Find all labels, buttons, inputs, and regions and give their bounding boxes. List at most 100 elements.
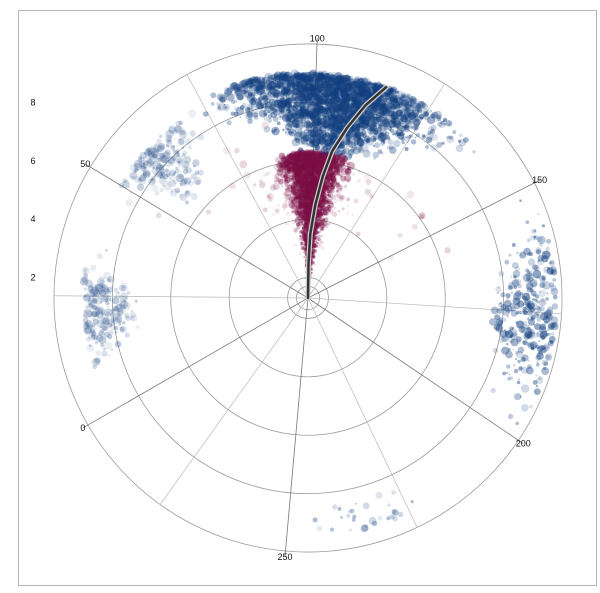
inner-point bbox=[333, 206, 337, 210]
inner-point bbox=[301, 194, 306, 199]
inner-point bbox=[300, 161, 306, 167]
inner-point bbox=[299, 183, 303, 187]
inner-point bbox=[306, 202, 312, 208]
inner-point bbox=[304, 161, 313, 170]
inner-point bbox=[307, 216, 311, 220]
inner-point bbox=[292, 163, 300, 171]
inner-point bbox=[317, 175, 320, 177]
inner-point bbox=[317, 237, 321, 241]
inner-point bbox=[351, 172, 356, 176]
inner-point bbox=[314, 178, 320, 184]
inner-point bbox=[300, 172, 308, 180]
inner-point bbox=[303, 256, 306, 259]
inner-point bbox=[287, 204, 290, 207]
inner-point bbox=[312, 255, 315, 258]
inner-point bbox=[290, 156, 299, 165]
outer-point bbox=[458, 133, 463, 138]
inner-point bbox=[306, 190, 310, 195]
inner-point bbox=[319, 155, 324, 160]
outer-point bbox=[288, 117, 292, 121]
outer-point bbox=[233, 99, 238, 104]
inner-point bbox=[312, 192, 315, 195]
inner-point bbox=[299, 186, 305, 192]
inner-point bbox=[294, 154, 302, 163]
inner-point bbox=[321, 189, 324, 191]
inner-point bbox=[303, 198, 308, 202]
inner-point bbox=[307, 178, 310, 181]
inner-point bbox=[331, 185, 333, 187]
inner-point bbox=[315, 150, 321, 156]
inner-point bbox=[320, 202, 323, 205]
inner-point bbox=[312, 246, 314, 249]
inner-point bbox=[281, 154, 285, 158]
inner-point bbox=[336, 182, 340, 186]
inner-point bbox=[287, 160, 290, 164]
inner-point bbox=[283, 173, 289, 179]
inner-point bbox=[314, 155, 316, 158]
inner-point bbox=[300, 177, 305, 182]
inner-point bbox=[302, 238, 305, 241]
inner-point bbox=[315, 170, 319, 173]
inner-point bbox=[287, 168, 292, 174]
inner-point bbox=[294, 174, 301, 181]
inner-point bbox=[313, 158, 319, 165]
inner-point bbox=[309, 189, 313, 193]
inner-point bbox=[330, 175, 337, 182]
inner-point bbox=[301, 167, 308, 174]
inner-point bbox=[336, 173, 338, 175]
inner-point bbox=[321, 197, 325, 202]
inner-point bbox=[311, 251, 315, 256]
inner-point bbox=[325, 217, 329, 220]
inner-point bbox=[302, 171, 308, 177]
inner-point bbox=[289, 162, 297, 170]
inner-point bbox=[297, 174, 299, 176]
inner-point bbox=[317, 170, 321, 174]
inner-point bbox=[299, 202, 306, 209]
inner-point bbox=[303, 250, 306, 252]
inner-point bbox=[299, 207, 302, 210]
inner-point bbox=[323, 151, 328, 156]
inner-point bbox=[290, 193, 295, 198]
inner-point bbox=[340, 175, 347, 182]
inner-point bbox=[303, 234, 308, 238]
inner-point bbox=[334, 167, 343, 176]
inner-point bbox=[314, 164, 321, 171]
grid-ring bbox=[170, 160, 446, 436]
inner-point bbox=[313, 182, 316, 185]
inner-point bbox=[295, 207, 300, 212]
inner-point bbox=[298, 205, 301, 207]
inner-point bbox=[293, 163, 299, 168]
inner-point bbox=[319, 217, 325, 223]
inner-point bbox=[275, 156, 282, 163]
inner-point bbox=[305, 229, 309, 232]
inner-point bbox=[303, 206, 310, 213]
inner-point bbox=[307, 193, 312, 199]
inner-point bbox=[318, 219, 323, 224]
inner-point bbox=[314, 182, 318, 186]
inner-point bbox=[307, 188, 313, 193]
inner-point bbox=[243, 171, 251, 179]
inner-point bbox=[305, 191, 312, 197]
inner-point bbox=[301, 208, 305, 212]
inner-point bbox=[335, 193, 341, 199]
inner-point bbox=[292, 188, 300, 196]
inner-point bbox=[308, 174, 313, 179]
outer-point bbox=[203, 111, 209, 117]
inner-point bbox=[317, 213, 320, 216]
inner-point bbox=[305, 210, 310, 215]
inner-point bbox=[302, 217, 309, 224]
outer-point bbox=[400, 92, 406, 98]
inner-point bbox=[320, 158, 323, 161]
inner-point bbox=[310, 150, 317, 157]
inner-point bbox=[305, 219, 310, 224]
inner-point bbox=[306, 207, 309, 210]
inner-point bbox=[322, 199, 326, 203]
outer-point bbox=[427, 126, 435, 134]
inner-point bbox=[298, 191, 302, 195]
inner-point bbox=[307, 185, 311, 189]
inner-point bbox=[310, 164, 315, 169]
inner-point bbox=[337, 190, 339, 193]
inner-point bbox=[304, 208, 308, 212]
inner-point bbox=[287, 166, 292, 170]
inner-point bbox=[320, 202, 326, 208]
